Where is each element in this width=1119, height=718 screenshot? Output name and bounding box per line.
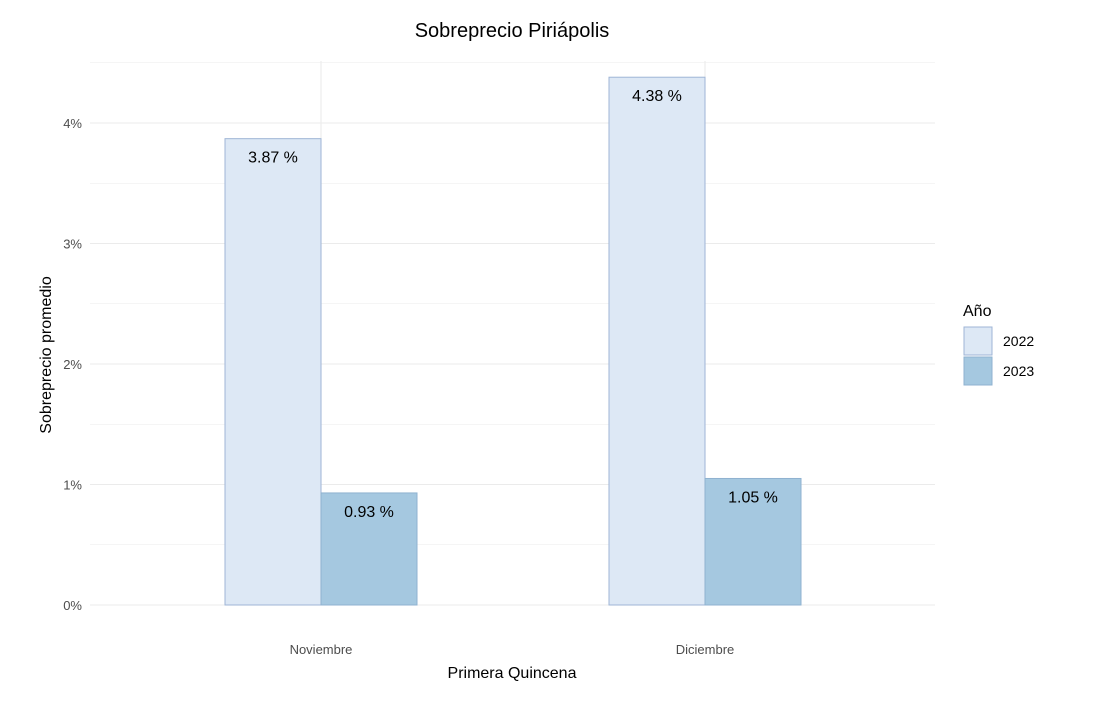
- x-tick-label: Diciembre: [676, 642, 735, 657]
- bar-2023-noviembre: [320, 492, 418, 606]
- legend-items: 2022 2023: [963, 326, 1034, 386]
- data-label: 4.38 %: [632, 88, 682, 105]
- bars: [224, 76, 802, 606]
- chart-title: Sobreprecio Piriápolis: [415, 20, 610, 42]
- legend-label-2023: 2023: [1003, 363, 1034, 379]
- data-labels: 3.87 % 4.38 % 0.93 % 1.05 %: [248, 88, 778, 521]
- y-tick-label: 3%: [63, 237, 82, 252]
- y-tick-label: 4%: [63, 116, 82, 131]
- legend-title: Año: [963, 303, 992, 320]
- x-axis-ticks: Noviembre Diciembre: [290, 642, 735, 657]
- data-label: 3.87 %: [248, 150, 298, 167]
- grid: [90, 61, 935, 606]
- data-label: 0.93 %: [344, 504, 394, 521]
- bar-2022-noviembre: [224, 138, 322, 606]
- y-axis-title: Sobreprecio promedio: [38, 276, 55, 434]
- x-tick-label: Noviembre: [290, 642, 353, 657]
- legend-label-2022: 2022: [1003, 333, 1034, 349]
- bar-2023-diciembre: [704, 477, 802, 606]
- y-tick-label: 2%: [63, 357, 82, 372]
- legend: Año 2022 2023: [963, 303, 1034, 386]
- legend-swatch-2022: [963, 326, 993, 356]
- legend-swatch-2023: [963, 356, 993, 386]
- bar-2022-diciembre: [608, 76, 706, 606]
- y-tick-label: 0%: [63, 598, 82, 613]
- x-axis-title: Primera Quincena: [448, 665, 577, 682]
- y-tick-label: 1%: [63, 478, 82, 493]
- data-label: 1.05 %: [728, 489, 778, 506]
- y-axis-ticks: 0% 1% 2% 3% 4%: [63, 116, 82, 613]
